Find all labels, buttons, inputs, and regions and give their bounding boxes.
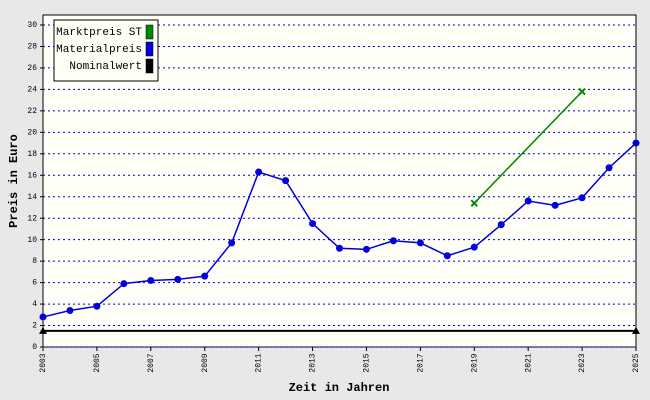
legend-box — [53, 19, 159, 82]
x-tick-label: 2015 — [363, 353, 372, 372]
x-tick-label: 2011 — [255, 353, 264, 372]
y-tick-label: 14 — [27, 193, 37, 202]
y-axis-title: Preis in Euro — [7, 134, 21, 228]
x-axis-title: Zeit in Jahren — [289, 381, 390, 395]
legend-swatch — [145, 58, 154, 74]
x-tick-label: 2009 — [201, 353, 210, 372]
y-tick-label: 10 — [27, 236, 37, 245]
x-tick-label: 2013 — [309, 353, 318, 372]
data-point — [551, 201, 559, 209]
y-tick-label: 22 — [27, 107, 37, 116]
data-point — [416, 239, 424, 247]
data-point — [201, 272, 209, 280]
y-tick-label: 2 — [32, 322, 37, 331]
y-tick-label: 26 — [27, 64, 37, 73]
y-tick-label: 8 — [32, 257, 37, 266]
data-point — [228, 239, 236, 247]
data-point — [632, 326, 640, 334]
data-point — [605, 164, 613, 172]
x-tick-label: 2003 — [39, 353, 48, 372]
y-tick-label: 6 — [32, 279, 37, 288]
data-point — [443, 252, 451, 260]
y-tick-label: 12 — [27, 214, 37, 223]
data-point — [470, 243, 478, 251]
x-tick-label: 2019 — [470, 353, 479, 372]
data-point — [470, 199, 478, 207]
data-point — [336, 244, 343, 252]
y-tick-label: 28 — [27, 43, 37, 52]
data-point — [93, 302, 101, 310]
y-tick-label: 4 — [32, 300, 37, 309]
data-point — [255, 168, 263, 176]
y-tick-label: 20 — [27, 128, 37, 137]
data-point — [39, 326, 47, 334]
data-point — [389, 237, 397, 245]
y-tick-label: 30 — [27, 21, 37, 30]
data-point — [632, 139, 640, 147]
x-tick-label: 2025 — [632, 353, 641, 372]
data-point — [578, 194, 586, 202]
data-point — [39, 313, 47, 321]
data-point — [174, 275, 182, 283]
x-tick-label: 2007 — [147, 353, 156, 372]
data-point — [497, 221, 505, 229]
series-line — [473, 91, 583, 204]
data-point — [309, 220, 317, 228]
y-tick-label: 0 — [32, 343, 37, 352]
legend-label: Marktpreis ST — [56, 27, 142, 39]
data-point — [147, 276, 155, 284]
data-point — [282, 177, 290, 185]
legend-label: Materialpreis — [56, 44, 142, 56]
data-point — [362, 245, 370, 253]
legend-label: Nominalwert — [69, 61, 142, 73]
legend-swatch — [145, 41, 154, 57]
x-tick-label: 2005 — [93, 353, 102, 372]
y-tick-label: 18 — [27, 150, 37, 159]
legend-swatch — [145, 24, 154, 40]
y-tick-label: 16 — [27, 171, 37, 180]
data-point — [578, 87, 586, 96]
y-tick-label: 24 — [27, 86, 37, 95]
data-point — [120, 280, 128, 288]
x-tick-label: 2017 — [416, 353, 425, 372]
data-point — [524, 197, 532, 205]
data-point — [66, 307, 74, 315]
x-tick-label: 2021 — [524, 353, 533, 372]
x-tick-label: 2023 — [578, 353, 587, 372]
